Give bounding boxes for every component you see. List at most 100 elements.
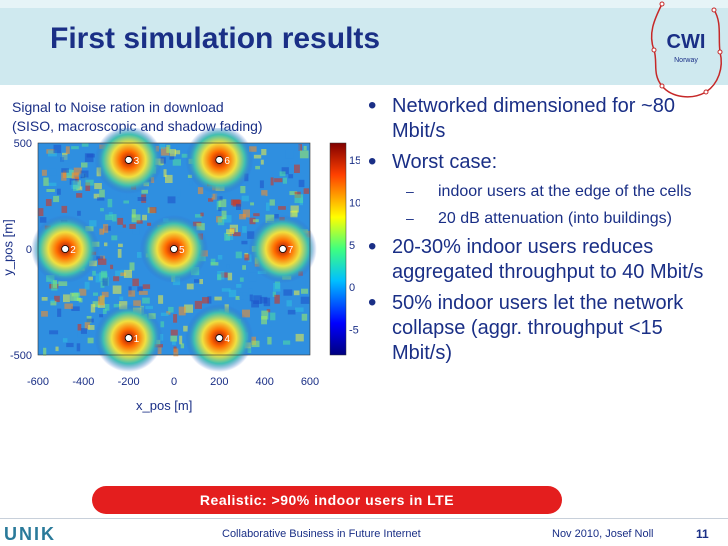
noise-patch [207,296,212,304]
noise-patch [86,318,94,323]
noise-patch [46,189,55,192]
x-tick-label: 600 [301,376,319,388]
noise-patch [260,159,264,165]
noise-patch [239,277,244,282]
noise-patch [282,177,287,184]
noise-patch [283,289,293,296]
caption-line-2: (SISO, macroscopic and shadow fading) [12,118,263,134]
noise-patch [111,235,118,241]
x-tick-label: -600 [27,376,49,388]
noise-patch [39,217,47,223]
noise-patch [240,186,246,194]
noise-patch [56,188,61,195]
noise-patch [269,199,275,206]
noise-patch [261,149,267,156]
x-ticks-layer: -600 -400 -200 0 200 400 600 [27,376,319,388]
header-top-stripe [0,0,728,8]
noise-patch [211,193,218,200]
noise-patch [129,262,135,271]
noise-patch [79,288,87,296]
logo-text: CWI [667,31,706,53]
noise-patch [226,264,230,269]
noise-patch [235,251,242,259]
noise-patch [247,231,255,239]
noise-patch [176,189,181,198]
noise-patch [71,180,81,189]
noise-patch [105,214,113,221]
noise-patch [66,168,73,176]
noise-patch [86,153,95,158]
slide-title: First simulation results [50,22,381,55]
noise-patch [217,274,222,281]
noise-patch [248,288,253,296]
noise-patch [123,269,132,278]
cwi-logo: CWI Norway [650,1,723,98]
noise-patch [78,173,84,177]
noise-patch [266,309,271,313]
noise-patch [251,340,260,348]
noise-patch [218,199,227,208]
noise-patch [166,144,171,153]
x-tick-label: 200 [210,376,228,388]
noise-patch [88,325,95,330]
noise-patch [119,296,124,301]
noise-patch [218,207,222,212]
noise-patch [249,294,253,302]
bullet-item: 20-30% indoor users reduces aggregated t… [360,234,720,285]
noise-patch [97,303,105,308]
noise-patch [97,197,105,201]
logo-subtext: Norway [674,57,698,64]
noise-patch [301,313,308,321]
noise-patch [145,305,153,310]
colorbar-tick-label: 5 [349,240,355,252]
colorbar-tick-label: -5 [349,325,359,337]
colorbar-tick-label: 0 [349,282,355,294]
noise-patch [81,162,88,168]
noise-patch [110,264,114,270]
noise-patch [168,306,174,313]
colorbar-tick-label: 15 [349,155,360,167]
noise-patch [167,196,176,204]
noise-patch [172,159,181,166]
noise-patch [94,183,102,190]
noise-patch [272,291,276,297]
noise-patch [101,270,108,279]
noise-patch [73,167,82,176]
noise-patch [99,314,104,318]
base-station-label: 1 [134,334,140,345]
noise-patch [279,308,283,314]
noise-patch [113,276,120,282]
noise-patch [180,343,185,349]
noise-patch [210,258,216,265]
noise-patch [129,224,136,229]
noise-patch [136,220,143,224]
noise-patch [241,195,249,202]
noise-patch [194,300,202,309]
noise-patch [120,193,127,200]
noise-patch [117,217,124,225]
noise-patch [241,240,248,245]
noise-patch [100,208,104,212]
noise-patch [81,143,89,147]
noise-patch [137,286,143,292]
noise-patch [261,194,266,200]
noise-patch [104,304,110,311]
base-station-label: 5 [179,245,185,256]
colorbar-tick-label: 10 [349,197,360,209]
base-station-label: 7 [288,245,294,256]
noise-patch [199,279,203,285]
noise-patch [170,335,177,342]
noise-patch [224,232,231,241]
noise-patch [244,254,250,261]
noise-patch [202,297,209,304]
noise-patch [252,219,259,223]
footer-title: Collaborative Business in Future Interne… [222,528,421,540]
noise-patch [54,295,60,303]
noise-patch [288,174,294,179]
noise-patch [301,288,309,294]
noise-patch [100,281,105,288]
noise-patch [63,170,67,178]
colorbar [329,142,347,356]
noise-patch [96,256,104,260]
noise-patch [295,333,304,342]
